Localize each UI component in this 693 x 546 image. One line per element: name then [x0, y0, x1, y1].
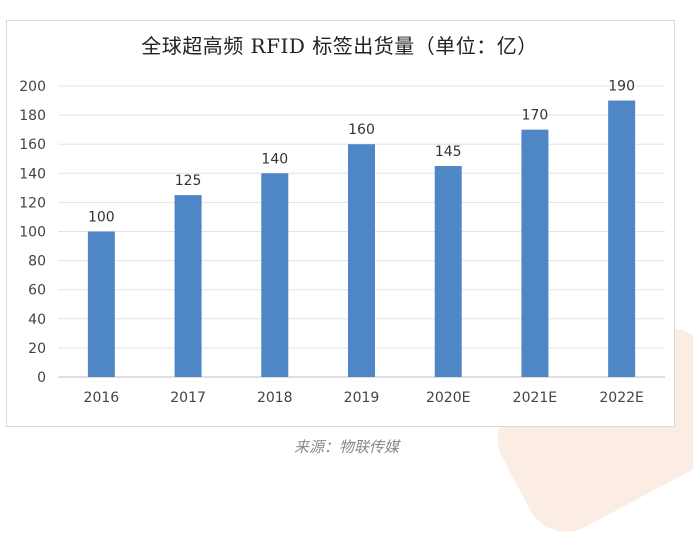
x-tick-label: 2022E: [599, 390, 643, 406]
y-tick-label: 140: [19, 166, 46, 182]
bar: [261, 173, 289, 377]
y-tick-label: 200: [19, 79, 46, 95]
bar: [174, 195, 202, 377]
y-tick-label: 160: [19, 137, 46, 153]
data-label: 170: [522, 108, 549, 124]
bar: [87, 231, 115, 377]
y-tick-label: 80: [28, 254, 46, 270]
y-tick-label: 20: [28, 341, 46, 357]
chart-title: 全球超高频 RFID 标签出货量（单位：亿）: [141, 34, 538, 58]
data-label: 140: [261, 151, 288, 167]
chart-frame: [6, 20, 675, 427]
x-tick-label: 2021E: [513, 390, 557, 406]
y-tick-label: 180: [19, 108, 46, 124]
data-label: 190: [608, 79, 635, 95]
bar-chart: 0 20 40 60 80 100 120 140 160 180 200 100 125 140 160…: [19, 79, 665, 406]
x-tick-label: 2019: [344, 390, 380, 406]
y-tick-label: 120: [19, 195, 46, 211]
bar: [348, 144, 375, 377]
x-tick-label: 2018: [257, 390, 293, 406]
data-label: 125: [175, 173, 202, 189]
data-label: 160: [348, 122, 375, 138]
y-tick-label: 100: [19, 225, 46, 241]
data-label: 145: [435, 144, 462, 160]
bar: [434, 166, 462, 377]
x-tick-label: 2020E: [426, 390, 470, 406]
x-tick-label: 2017: [170, 390, 206, 406]
y-tick-label: 40: [28, 312, 46, 328]
y-tick-label: 60: [28, 283, 46, 299]
source-note: 来源：物联传媒: [293, 438, 399, 456]
data-label: 100: [88, 210, 115, 226]
x-tick-label: 2016: [84, 390, 120, 406]
bar: [608, 100, 636, 378]
bar: [521, 129, 549, 377]
y-tick-label: 0: [37, 370, 46, 386]
